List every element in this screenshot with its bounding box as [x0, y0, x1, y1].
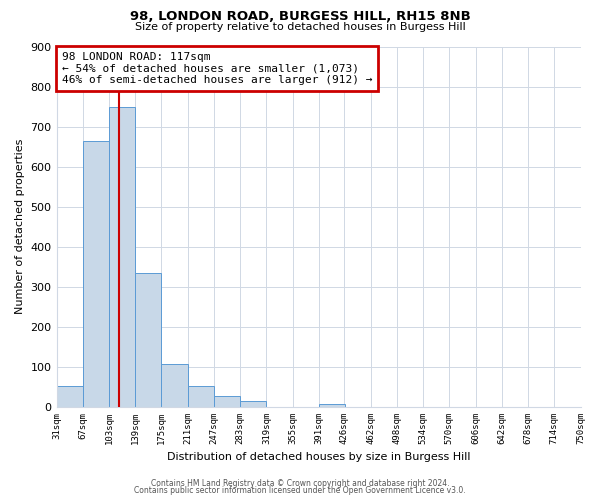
- Text: 98, LONDON ROAD, BURGESS HILL, RH15 8NB: 98, LONDON ROAD, BURGESS HILL, RH15 8NB: [130, 10, 470, 23]
- Bar: [240, 401, 266, 407]
- Bar: [319, 404, 345, 407]
- Bar: [161, 364, 188, 407]
- Bar: [56, 386, 83, 407]
- Bar: [83, 140, 109, 407]
- Y-axis label: Number of detached properties: Number of detached properties: [15, 139, 25, 314]
- Bar: [135, 273, 161, 407]
- X-axis label: Distribution of detached houses by size in Burgess Hill: Distribution of detached houses by size …: [167, 452, 470, 462]
- Text: Contains public sector information licensed under the Open Government Licence v3: Contains public sector information licen…: [134, 486, 466, 495]
- Text: Contains HM Land Registry data © Crown copyright and database right 2024.: Contains HM Land Registry data © Crown c…: [151, 478, 449, 488]
- Bar: [188, 386, 214, 407]
- Bar: [214, 396, 240, 407]
- Text: 98 LONDON ROAD: 117sqm
← 54% of detached houses are smaller (1,073)
46% of semi-: 98 LONDON ROAD: 117sqm ← 54% of detached…: [62, 52, 372, 85]
- Text: Size of property relative to detached houses in Burgess Hill: Size of property relative to detached ho…: [134, 22, 466, 32]
- Bar: [109, 106, 135, 407]
